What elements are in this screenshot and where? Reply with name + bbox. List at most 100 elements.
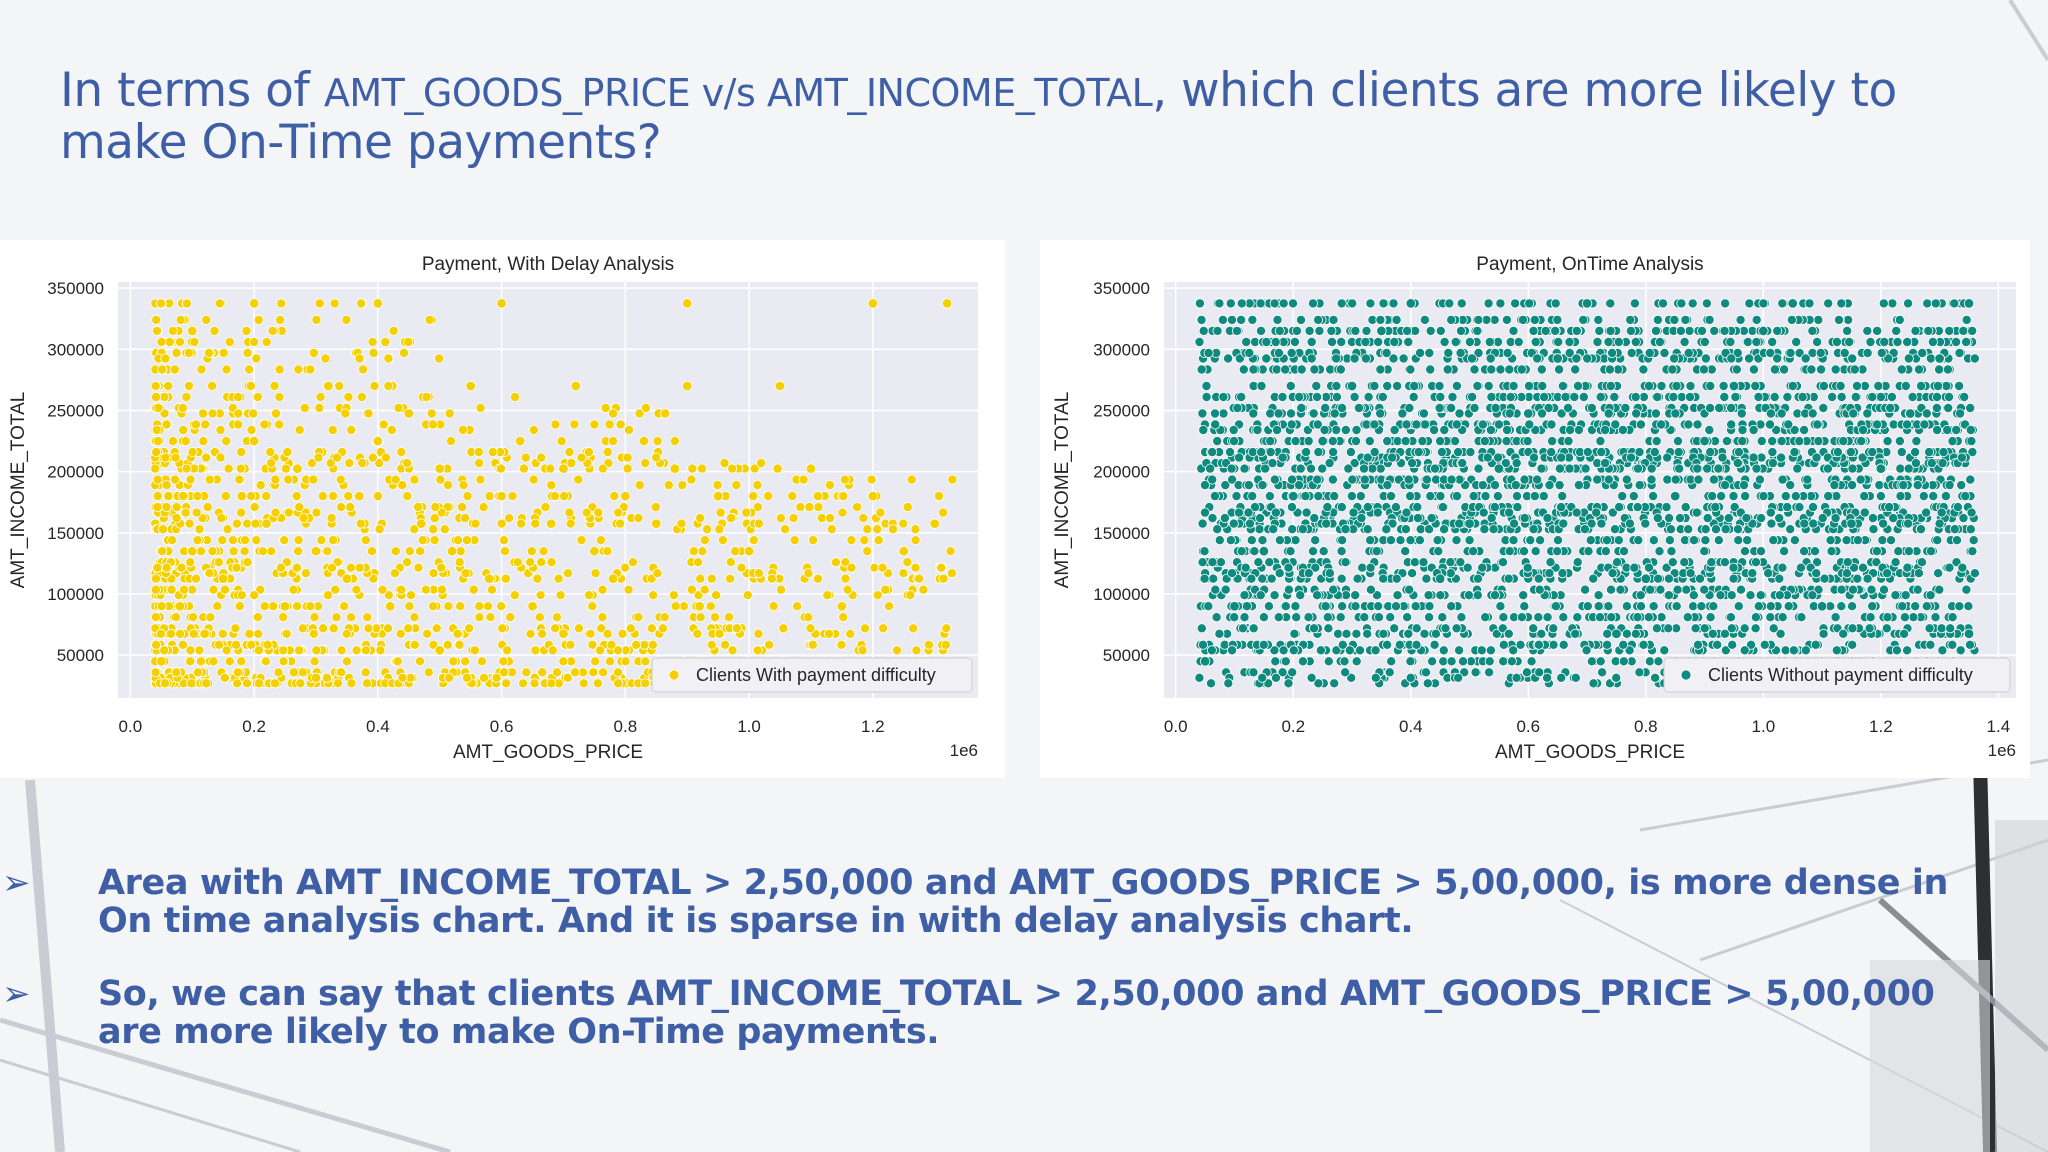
data-point xyxy=(1503,573,1514,584)
data-point xyxy=(1407,458,1418,469)
data-point xyxy=(1287,667,1298,678)
data-point xyxy=(824,480,835,491)
data-point xyxy=(1421,573,1432,584)
data-point xyxy=(1340,667,1351,678)
data-point xyxy=(1508,380,1519,391)
data-point xyxy=(1941,380,1952,391)
data-point xyxy=(1865,337,1876,348)
data-point xyxy=(1829,480,1840,491)
data-point xyxy=(257,546,268,557)
data-point xyxy=(1850,391,1861,402)
data-point xyxy=(836,601,848,612)
data-point xyxy=(1607,348,1618,359)
data-point xyxy=(536,452,547,463)
data-point xyxy=(1822,463,1833,474)
data-point xyxy=(356,298,367,309)
data-point xyxy=(947,474,958,485)
data-point xyxy=(409,639,420,650)
data-point xyxy=(1519,474,1530,485)
data-point xyxy=(462,491,473,502)
data-point xyxy=(1402,612,1413,623)
data-point xyxy=(706,639,717,650)
data-point xyxy=(627,557,638,568)
data-point xyxy=(617,628,628,639)
data-point xyxy=(1510,298,1521,309)
data-point xyxy=(537,628,548,639)
title-vs: v/s xyxy=(690,71,767,115)
data-point xyxy=(598,667,609,678)
data-point xyxy=(862,524,873,535)
data-point xyxy=(905,590,916,601)
data-point xyxy=(1924,447,1935,458)
data-point xyxy=(1269,645,1280,656)
data-point xyxy=(532,573,543,584)
data-point xyxy=(1498,639,1509,650)
data-point xyxy=(1790,491,1801,502)
data-point xyxy=(1306,672,1317,683)
data-point xyxy=(484,491,495,502)
data-point xyxy=(1241,337,1252,348)
data-point xyxy=(250,518,261,529)
data-point xyxy=(1808,502,1819,513)
data-point xyxy=(1537,380,1548,391)
data-point xyxy=(872,524,883,535)
data-point xyxy=(1326,325,1337,336)
data-point xyxy=(1212,325,1223,336)
data-point xyxy=(1951,424,1962,435)
data-point xyxy=(676,518,687,529)
data-point xyxy=(1485,353,1496,364)
data-point xyxy=(1301,447,1312,458)
data-point xyxy=(1231,491,1242,502)
data-point xyxy=(1456,612,1467,623)
data-point xyxy=(386,424,397,435)
data-point xyxy=(1643,612,1654,623)
data-point xyxy=(1535,535,1546,546)
data-point xyxy=(1733,535,1744,546)
data-point xyxy=(233,408,244,419)
data-point xyxy=(1339,656,1350,667)
data-point xyxy=(1606,612,1617,623)
data-point xyxy=(383,590,394,601)
data-point xyxy=(1194,298,1205,309)
data-point xyxy=(1783,601,1794,612)
data-point xyxy=(184,518,195,529)
data-point xyxy=(1603,601,1614,612)
data-point xyxy=(1735,314,1746,325)
data-point xyxy=(741,507,752,518)
data-point xyxy=(156,656,167,667)
data-point xyxy=(1205,678,1216,689)
data-point xyxy=(559,491,570,502)
data-point xyxy=(1310,562,1321,573)
data-point xyxy=(403,623,414,634)
data-point xyxy=(1237,623,1248,634)
data-point xyxy=(1903,546,1914,557)
data-point xyxy=(1705,447,1716,458)
data-point xyxy=(549,491,560,502)
data-point xyxy=(1799,424,1810,435)
data-point xyxy=(530,645,541,656)
data-point xyxy=(1648,491,1659,502)
data-point xyxy=(702,524,713,535)
data-point xyxy=(640,678,651,689)
data-point xyxy=(205,612,216,623)
data-point xyxy=(1273,612,1284,623)
data-point xyxy=(458,480,469,491)
data-point xyxy=(217,573,229,584)
data-point xyxy=(1369,419,1380,430)
data-point xyxy=(660,408,671,419)
data-point xyxy=(1617,491,1628,502)
data-point xyxy=(623,584,634,595)
data-point xyxy=(1959,391,1970,402)
data-point xyxy=(345,562,356,573)
data-point xyxy=(1377,391,1388,402)
data-point xyxy=(742,590,753,601)
data-point xyxy=(242,348,253,359)
data-point xyxy=(1626,452,1637,463)
data-point xyxy=(1926,546,1937,557)
data-point xyxy=(1331,424,1342,435)
data-point xyxy=(1765,612,1776,623)
data-point xyxy=(409,524,420,535)
data-point xyxy=(300,568,311,579)
data-point xyxy=(222,524,233,535)
data-point xyxy=(1224,447,1235,458)
